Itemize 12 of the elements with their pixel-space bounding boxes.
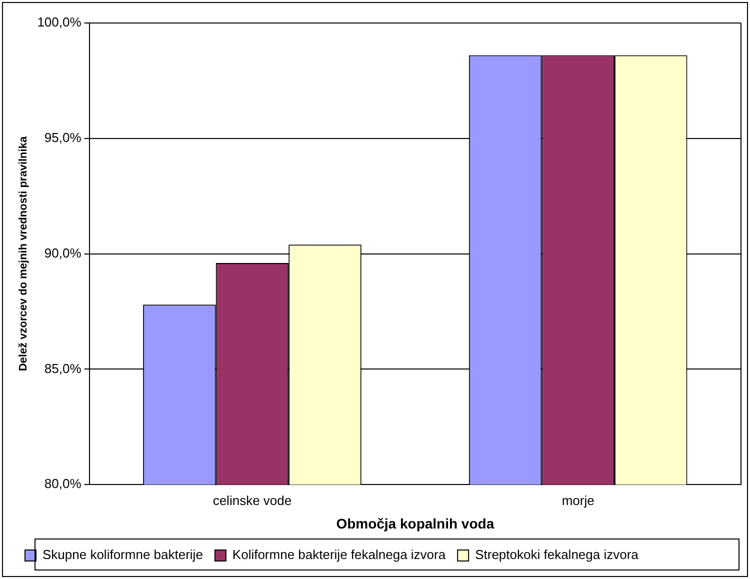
legend-label: Skupne koliformne bakterije	[42, 547, 203, 562]
y-tick-label: 95,0%	[44, 130, 82, 145]
x-tick-label: morje	[562, 492, 594, 508]
y-tick-label: 100,0%	[37, 14, 82, 30]
y-tick-label: 80,0%	[44, 476, 82, 492]
y-tick-label: 85,0%	[44, 360, 82, 376]
y-axis-title: Delež vzorcev do mejnih vrednosti pravilnika	[18, 136, 30, 372]
x-tick-label: celinske vode	[212, 492, 292, 508]
legend-label: Streptokoki fekalnega izvora	[475, 547, 640, 562]
x-axis-title: Območja kopalnih voda	[336, 515, 494, 532]
y-tick-label: 90,0%	[44, 245, 82, 260]
legend-label: Koliformne bakterije fekalnega izvora	[232, 547, 446, 562]
